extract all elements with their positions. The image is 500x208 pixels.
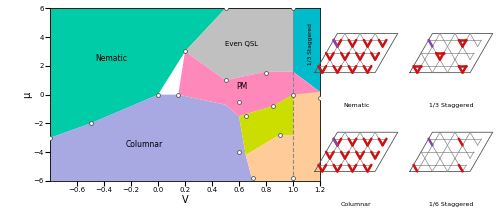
Text: Nematic: Nematic	[95, 54, 127, 63]
Polygon shape	[158, 51, 320, 116]
Text: Even QSL: Even QSL	[225, 41, 258, 47]
Text: 1/3 Staggered: 1/3 Staggered	[429, 103, 474, 108]
X-axis label: V: V	[182, 195, 188, 205]
Text: Columnar: Columnar	[126, 140, 163, 150]
Text: 1/6 Staggered: 1/6 Staggered	[308, 114, 313, 156]
Text: PM: PM	[236, 82, 248, 91]
Text: Odd QSL: Odd QSL	[262, 110, 266, 137]
Polygon shape	[50, 95, 252, 181]
Y-axis label: μ: μ	[22, 92, 32, 98]
Text: 1/6 Staggered: 1/6 Staggered	[429, 202, 474, 207]
Polygon shape	[246, 92, 320, 181]
Polygon shape	[50, 8, 226, 138]
Text: Nematic: Nematic	[343, 103, 369, 108]
Text: 1/3 Staggered: 1/3 Staggered	[308, 23, 313, 65]
Polygon shape	[185, 8, 293, 80]
Text: Columnar: Columnar	[341, 202, 372, 207]
Polygon shape	[293, 8, 320, 92]
Polygon shape	[239, 95, 293, 155]
